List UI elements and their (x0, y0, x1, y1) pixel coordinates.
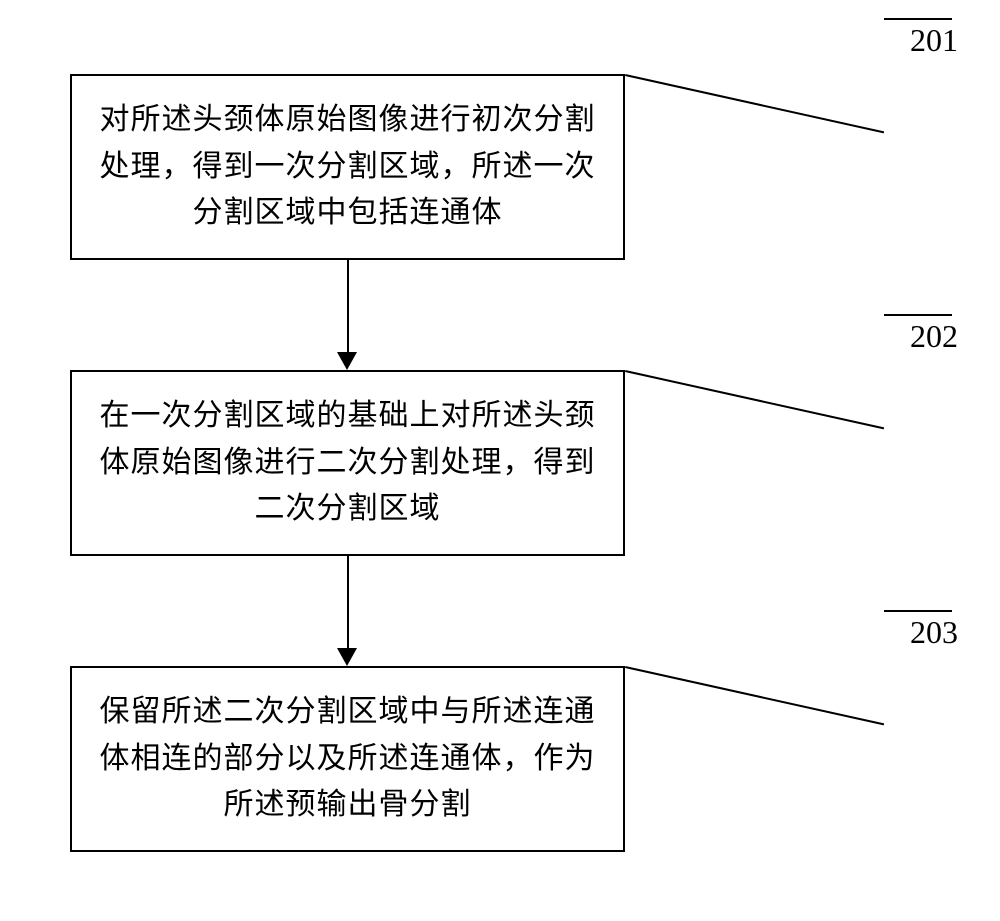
flow-arrow-1-2-line (347, 260, 349, 352)
flow-step-1-text: 对所述头颈体原始图像进行初次分割处理，得到一次分割区域，所述一次分割区域中包括连… (92, 97, 603, 237)
flowchart-container: 对所述头颈体原始图像进行初次分割处理，得到一次分割区域，所述一次分割区域中包括连… (0, 0, 1000, 921)
flow-arrow-2-3-head (337, 648, 357, 666)
leader-line-1-diag (625, 74, 884, 133)
leader-line-2-diag (625, 370, 884, 429)
flow-label-1: 201 (910, 22, 958, 59)
flow-step-3-text: 保留所述二次分割区域中与所述连通体相连的部分以及所述连通体，作为所述预输出骨分割 (92, 689, 603, 829)
leader-line-3-diag (625, 666, 884, 725)
flow-label-2: 202 (910, 318, 958, 355)
flow-label-3: 203 (910, 614, 958, 651)
flow-step-1: 对所述头颈体原始图像进行初次分割处理，得到一次分割区域，所述一次分割区域中包括连… (70, 74, 625, 260)
leader-line-1-h (884, 18, 952, 20)
leader-line-2-h (884, 314, 952, 316)
flow-step-3: 保留所述二次分割区域中与所述连通体相连的部分以及所述连通体，作为所述预输出骨分割 (70, 666, 625, 852)
flow-arrow-2-3-line (347, 556, 349, 648)
leader-line-3-h (884, 610, 952, 612)
flow-step-2: 在一次分割区域的基础上对所述头颈体原始图像进行二次分割处理，得到二次分割区域 (70, 370, 625, 556)
flow-arrow-1-2-head (337, 352, 357, 370)
flow-step-2-text: 在一次分割区域的基础上对所述头颈体原始图像进行二次分割处理，得到二次分割区域 (92, 393, 603, 533)
